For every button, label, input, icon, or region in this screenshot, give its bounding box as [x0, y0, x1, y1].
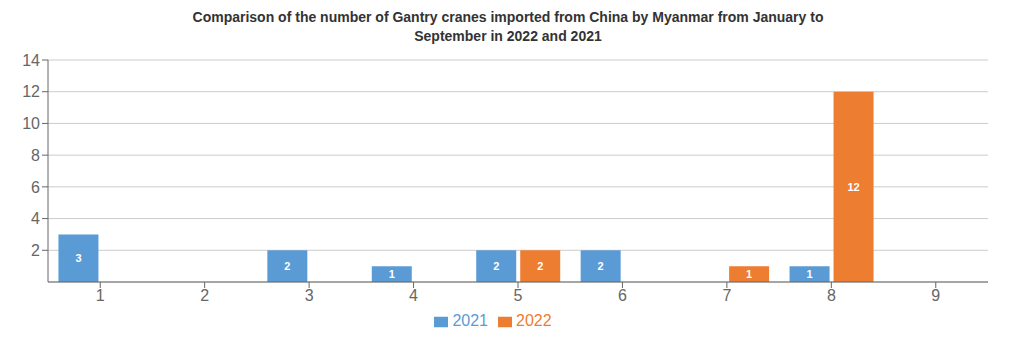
svg-text:4: 4	[31, 210, 40, 227]
svg-text:1: 1	[746, 268, 752, 280]
svg-text:5: 5	[514, 287, 523, 304]
svg-text:2: 2	[31, 242, 40, 259]
svg-text:1: 1	[806, 268, 812, 280]
svg-text:7: 7	[722, 287, 731, 304]
svg-text:6: 6	[618, 287, 627, 304]
svg-text:1: 1	[96, 287, 105, 304]
svg-text:14: 14	[22, 52, 40, 69]
svg-text:4: 4	[409, 287, 418, 304]
svg-text:2: 2	[200, 287, 209, 304]
svg-text:1: 1	[389, 268, 395, 280]
svg-text:2: 2	[284, 260, 290, 272]
svg-text:12: 12	[847, 181, 859, 193]
svg-text:10: 10	[22, 115, 40, 132]
svg-text:6: 6	[31, 179, 40, 196]
svg-text:12: 12	[22, 83, 40, 100]
svg-text:2: 2	[493, 260, 499, 272]
svg-text:3: 3	[305, 287, 314, 304]
svg-text:9: 9	[931, 287, 940, 304]
svg-text:3: 3	[75, 252, 81, 264]
svg-text:2: 2	[598, 260, 604, 272]
svg-text:8: 8	[827, 287, 836, 304]
html-text:2021: 2021	[452, 312, 488, 329]
html-text:2022: 2022	[516, 312, 552, 329]
html-text:Comparison of the number of Ga: Comparison of the number of Gantry crane…	[192, 9, 824, 44]
svg-text:8: 8	[31, 147, 40, 164]
svg-text:2: 2	[537, 260, 543, 272]
